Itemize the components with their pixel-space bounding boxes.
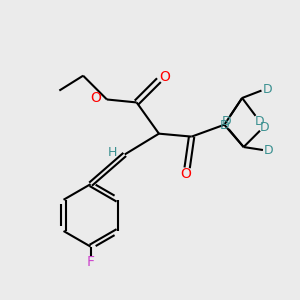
Text: O: O [91,91,102,105]
Text: D: D [255,115,265,128]
Text: D: D [264,143,274,157]
Text: O: O [180,167,191,182]
Text: D: D [222,115,232,128]
Text: D: D [262,83,272,96]
Text: D: D [220,119,229,132]
Text: D: D [260,121,270,134]
Text: F: F [87,255,94,269]
Text: O: O [159,70,170,84]
Text: H: H [108,146,117,160]
